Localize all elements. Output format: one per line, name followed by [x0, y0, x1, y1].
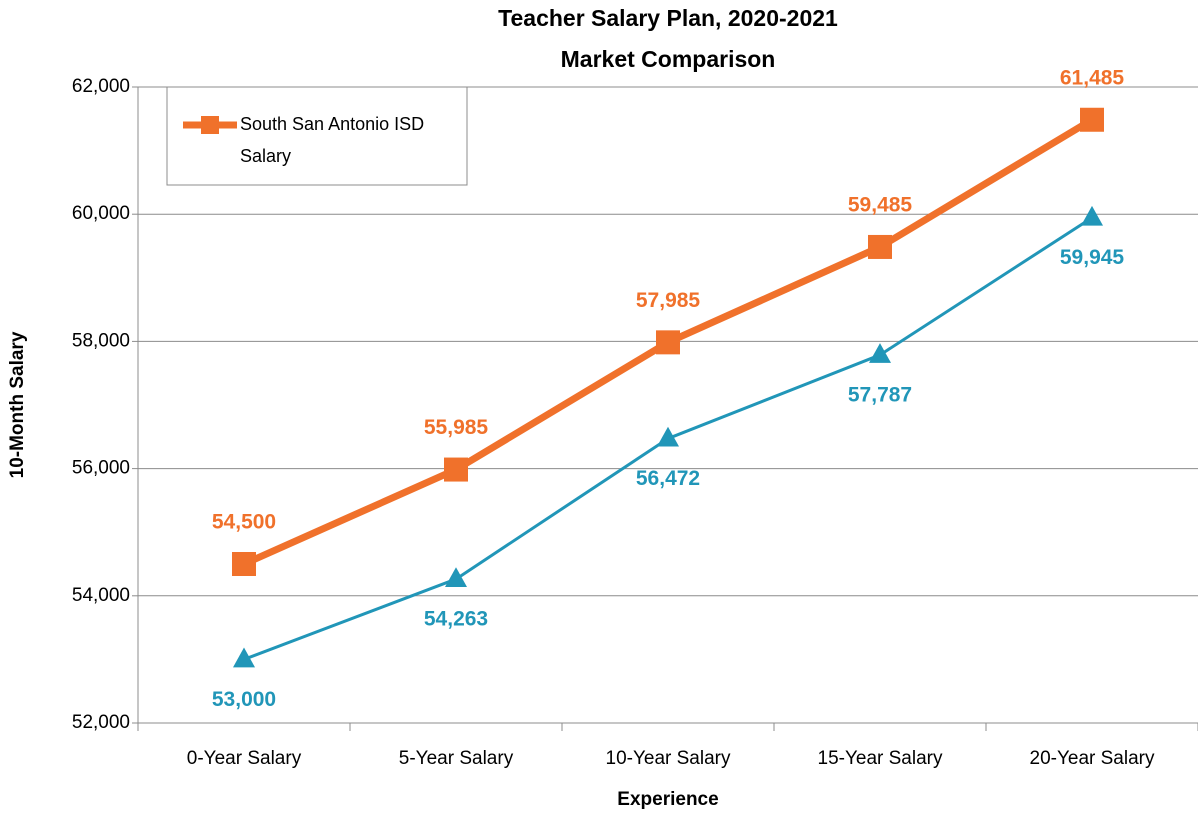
legend: South San Antonio ISD Salary: [166, 86, 468, 186]
chart-title: Teacher Salary Plan, 2020-2021: [498, 5, 838, 31]
x-axis-title: Experience: [617, 789, 718, 810]
x-tick-label: 5-Year Salary: [399, 748, 514, 769]
data-label: 61,485: [1060, 66, 1125, 89]
data-label: 54,263: [424, 608, 488, 631]
data-label: 56,472: [636, 467, 700, 490]
marker: [445, 567, 467, 587]
x-tick-label: 0-Year Salary: [187, 748, 302, 769]
y-axis-title: 10-Month Salary: [7, 331, 28, 478]
marker: [868, 234, 892, 259]
data-label: 59,945: [1060, 246, 1125, 269]
x-tick-label: 10-Year Salary: [606, 748, 731, 769]
marker: [1081, 205, 1103, 226]
data-label: 57,787: [848, 383, 912, 406]
data-label: 55,985: [424, 416, 489, 439]
marker: [233, 647, 255, 668]
legend-box: [166, 86, 468, 186]
marker: [232, 552, 256, 576]
chart-subtitle: Market Comparison: [561, 46, 776, 72]
marker: [657, 426, 679, 447]
data-label: 54,500: [212, 511, 276, 534]
marker: [656, 330, 680, 355]
data-label: 57,985: [636, 289, 701, 312]
marker: [1080, 107, 1104, 132]
legend-label: South San Antonio ISD Salary: [240, 114, 424, 166]
y-tick-label: 56,000: [72, 458, 130, 479]
y-tick-label: 60,000: [72, 203, 130, 224]
y-tick-label: 58,000: [72, 330, 130, 351]
data-label: 59,485: [848, 194, 913, 217]
legend-marker: [201, 116, 219, 134]
marker: [444, 457, 468, 482]
x-tick-label: 20-Year Salary: [1030, 748, 1155, 769]
y-tick-label: 52,000: [72, 712, 130, 733]
x-tick-label: 15-Year Salary: [818, 748, 943, 769]
marker: [869, 343, 891, 363]
y-tick-label: 54,000: [72, 585, 130, 606]
y-tick-label: 62,000: [72, 76, 130, 97]
data-label: 53,000: [212, 688, 276, 711]
